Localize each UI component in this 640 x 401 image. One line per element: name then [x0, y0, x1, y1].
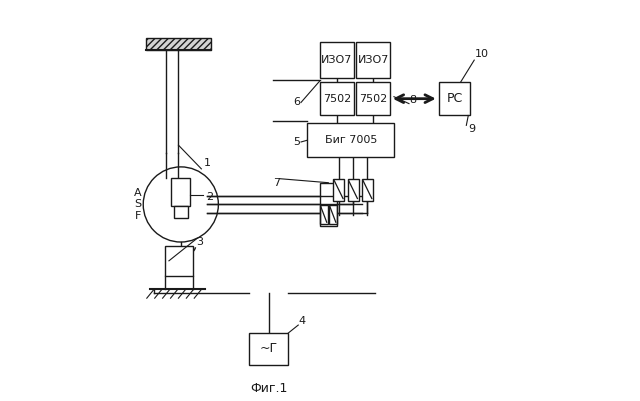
- Text: ИЗО7: ИЗО7: [358, 55, 389, 65]
- Text: 6: 6: [292, 97, 300, 107]
- Text: Биг 7005: Биг 7005: [324, 135, 377, 145]
- Text: 5: 5: [292, 137, 300, 147]
- Bar: [356, 43, 390, 78]
- Bar: [348, 179, 358, 200]
- Bar: [438, 82, 470, 115]
- Bar: [146, 38, 211, 50]
- Bar: [172, 178, 190, 207]
- Text: 1: 1: [204, 158, 211, 168]
- Text: 3: 3: [196, 237, 203, 247]
- Text: РС: РС: [446, 92, 463, 105]
- Text: 10: 10: [475, 49, 489, 59]
- Text: Фиг.1: Фиг.1: [250, 382, 287, 395]
- Text: 7: 7: [273, 178, 280, 188]
- Bar: [333, 179, 344, 200]
- Text: ИЗО7: ИЗО7: [321, 55, 353, 65]
- Bar: [173, 207, 188, 218]
- Bar: [320, 205, 328, 224]
- Bar: [356, 82, 390, 115]
- Bar: [249, 333, 289, 365]
- Bar: [329, 205, 337, 224]
- Bar: [320, 43, 354, 78]
- Bar: [320, 183, 337, 226]
- Text: 8: 8: [410, 95, 417, 105]
- Text: 9: 9: [468, 124, 476, 134]
- Bar: [362, 179, 373, 200]
- Text: A
S
F: A S F: [134, 188, 142, 221]
- Bar: [165, 246, 193, 275]
- Text: 2: 2: [205, 192, 213, 202]
- Text: 7502: 7502: [359, 94, 387, 104]
- Text: 4: 4: [299, 316, 306, 326]
- Bar: [307, 124, 394, 157]
- Text: ~Г: ~Г: [260, 342, 278, 355]
- Bar: [320, 82, 354, 115]
- Text: 7502: 7502: [323, 94, 351, 104]
